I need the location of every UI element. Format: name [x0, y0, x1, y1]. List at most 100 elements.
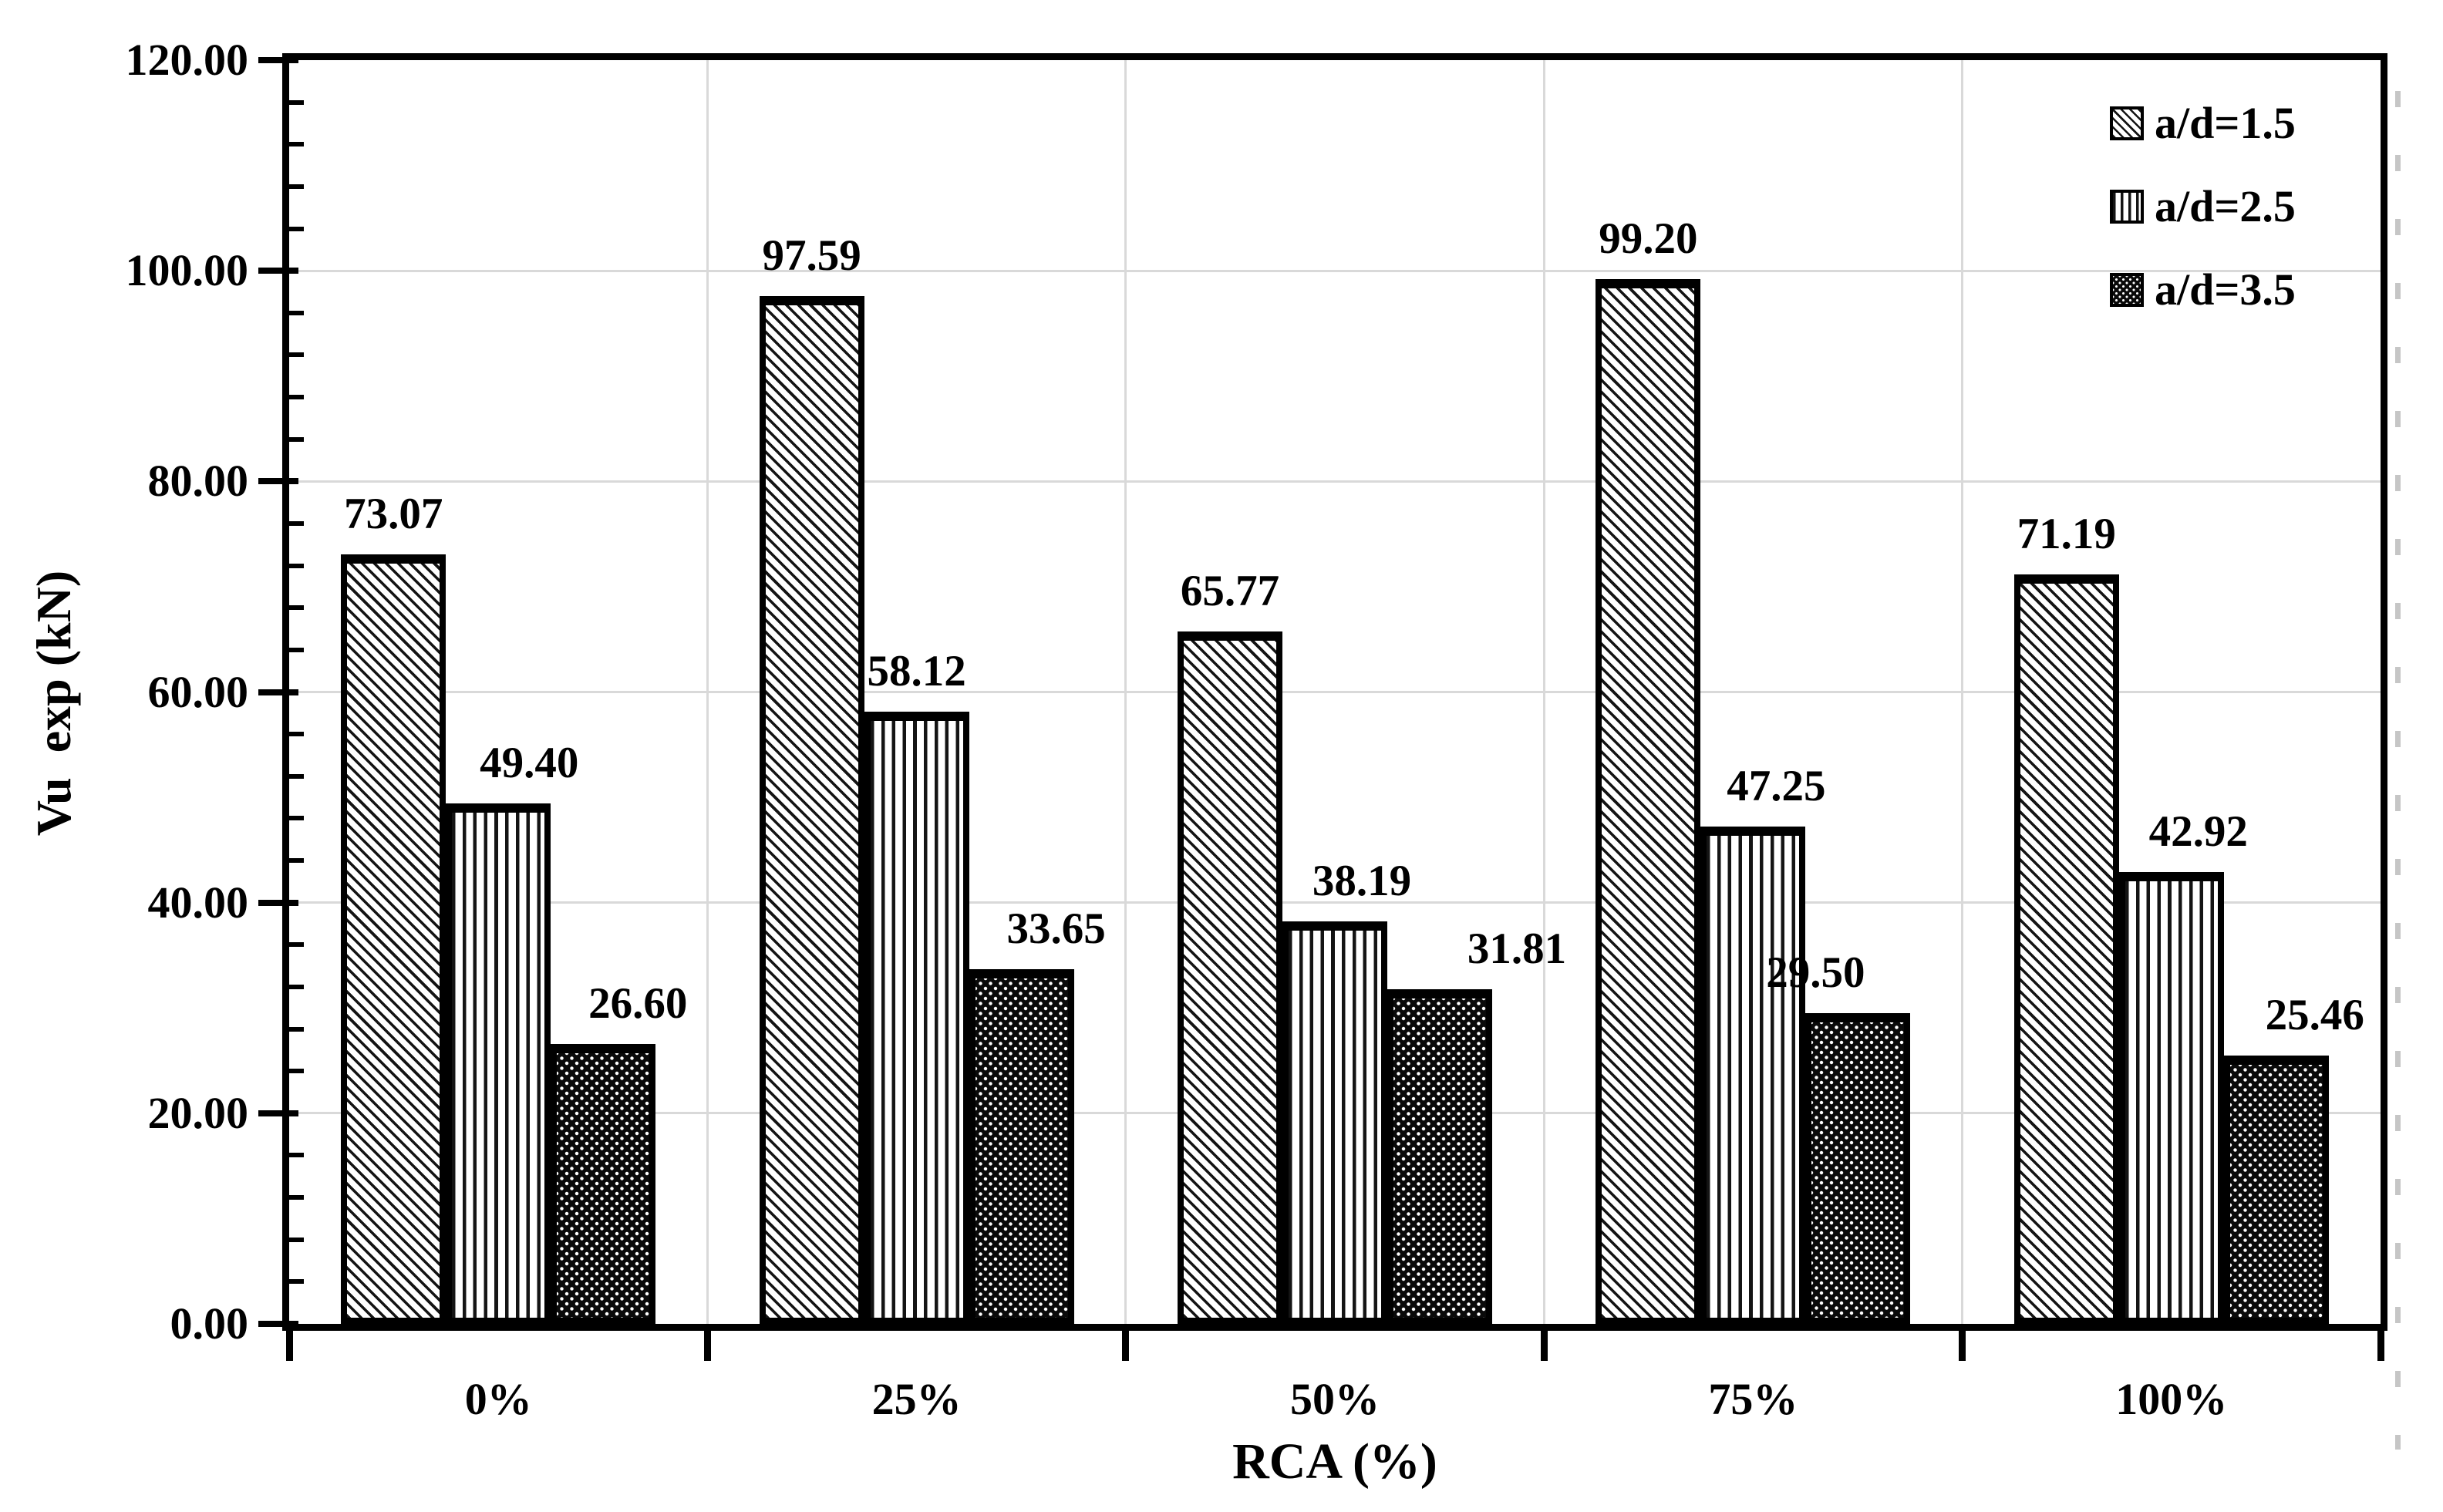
legend-item-a/d=3.5: a/d=3.5: [2110, 265, 2296, 315]
y-minor-tick: [284, 773, 304, 779]
bar-a/d=1.5-25%: [759, 296, 864, 1324]
bar-value-label: 33.65: [1006, 904, 1106, 954]
y-tick-label: 80.00: [147, 456, 249, 507]
bar-value-label: 73.07: [344, 489, 443, 538]
legend-item-a/d=2.5: a/d=2.5: [2110, 182, 2296, 231]
bar-a/d=2.5-75%: [1700, 826, 1806, 1324]
bar-value-label: 58.12: [867, 647, 966, 696]
gridline-horizontal: [289, 691, 2381, 693]
legend-swatch-diagonal-hatch-icon: [2110, 106, 2144, 140]
y-minor-tick: [284, 99, 304, 105]
y-minor-tick: [284, 395, 304, 400]
bar-value-label: 38.19: [1312, 857, 1412, 906]
y-minor-tick: [284, 816, 304, 821]
y-major-tick: [258, 689, 298, 695]
y-major-tick: [258, 1321, 298, 1327]
bar-value-label: 25.46: [2265, 991, 2364, 1040]
y-minor-tick: [284, 858, 304, 864]
bar-a/d=3.5-75%: [1805, 1013, 1911, 1324]
category-label: 50%: [1289, 1374, 1380, 1424]
bar-a/d=3.5-100%: [2223, 1056, 2329, 1324]
y-minor-tick: [284, 984, 304, 989]
y-minor-tick: [284, 1069, 304, 1074]
y-minor-tick: [284, 942, 304, 948]
y-minor-tick: [284, 352, 304, 358]
y-tick-label: 20.00: [147, 1087, 249, 1138]
bar-value-label: 42.92: [2148, 807, 2248, 856]
legend-label: a/d=3.5: [2155, 264, 2296, 315]
y-minor-tick: [284, 1237, 304, 1242]
y-minor-tick: [284, 1153, 304, 1158]
legend-item-a/d=1.5: a/d=1.5: [2110, 99, 2296, 148]
y-minor-tick: [284, 142, 304, 147]
y-major-tick: [258, 478, 298, 485]
bar-a/d=1.5-0%: [341, 554, 446, 1324]
gridline-horizontal: [289, 480, 2381, 483]
y-tick-label: 100.00: [125, 245, 249, 296]
legend: a/d=1.5 a/d=2.5 a/d=3.5: [2110, 99, 2296, 349]
y-minor-tick: [284, 605, 304, 611]
y-major-tick: [258, 899, 298, 906]
bar-a/d=1.5-75%: [1596, 279, 1701, 1324]
bar-value-label: 49.40: [480, 739, 579, 788]
x-axis-title: RCA (%): [1232, 1433, 1437, 1490]
legend-label: a/d=1.5: [2155, 98, 2296, 148]
x-tick: [1122, 1325, 1130, 1361]
category-label: 25%: [871, 1374, 962, 1424]
bar-a/d=3.5-50%: [1387, 988, 1492, 1324]
gridline-vertical: [1124, 60, 1127, 1324]
y-major-tick: [258, 1110, 298, 1116]
y-minor-tick: [284, 436, 304, 442]
right-dashed-line: [2395, 91, 2401, 1450]
bar-a/d=2.5-0%: [446, 803, 551, 1324]
gridline-horizontal: [289, 269, 2381, 272]
bar-value-label: 65.77: [1180, 566, 1280, 615]
y-minor-tick: [284, 520, 304, 526]
bar-value-label: 26.60: [588, 978, 688, 1028]
bar-a/d=2.5-50%: [1282, 921, 1387, 1324]
legend-swatch-vertical-lines-icon: [2110, 190, 2144, 224]
y-axis-title: Vu exp (kN): [26, 570, 81, 837]
x-tick: [285, 1325, 293, 1361]
bar-a/d=3.5-0%: [551, 1043, 656, 1324]
y-minor-tick: [284, 184, 304, 189]
bar-a/d=3.5-25%: [969, 969, 1074, 1324]
x-tick: [2377, 1325, 2384, 1361]
y-tick-label: 40.00: [147, 877, 249, 928]
category-label: 100%: [2115, 1374, 2228, 1424]
y-minor-tick: [284, 1279, 304, 1285]
y-minor-tick: [284, 310, 304, 315]
gridline-vertical: [1542, 60, 1545, 1324]
y-tick-label: 120.00: [125, 35, 249, 85]
x-tick: [1540, 1325, 1548, 1361]
bar-value-label: 97.59: [762, 231, 861, 281]
bar-a/d=2.5-25%: [864, 712, 969, 1324]
bar-value-label: 99.20: [1599, 214, 1698, 264]
bar-value-label: 71.19: [2017, 509, 2116, 558]
y-minor-tick: [284, 563, 304, 568]
y-major-tick: [258, 268, 298, 274]
bar-value-label: 31.81: [1467, 924, 1567, 973]
y-minor-tick: [284, 1026, 304, 1032]
bar-a/d=1.5-50%: [1178, 631, 1282, 1324]
y-minor-tick: [284, 732, 304, 737]
y-major-tick: [258, 57, 298, 63]
bar-a/d=1.5-100%: [2013, 574, 2119, 1324]
category-label: 0%: [464, 1374, 532, 1424]
legend-label: a/d=2.5: [2155, 181, 2296, 231]
gridline-vertical: [1961, 60, 1964, 1324]
gridline-vertical: [706, 60, 709, 1324]
legend-swatch-dense-dots-icon: [2110, 273, 2144, 307]
y-tick-label: 0.00: [170, 1298, 249, 1349]
bar-value-label: 47.25: [1727, 761, 1826, 810]
category-label: 75%: [1708, 1374, 1798, 1424]
x-tick: [1959, 1325, 1966, 1361]
y-tick-label: 60.00: [147, 666, 249, 717]
bar-value-label: 29.50: [1766, 948, 1865, 998]
y-minor-tick: [284, 647, 304, 652]
y-minor-tick: [284, 1195, 304, 1201]
y-minor-tick: [284, 226, 304, 231]
gridline-horizontal: [289, 901, 2381, 904]
x-tick: [703, 1325, 711, 1361]
